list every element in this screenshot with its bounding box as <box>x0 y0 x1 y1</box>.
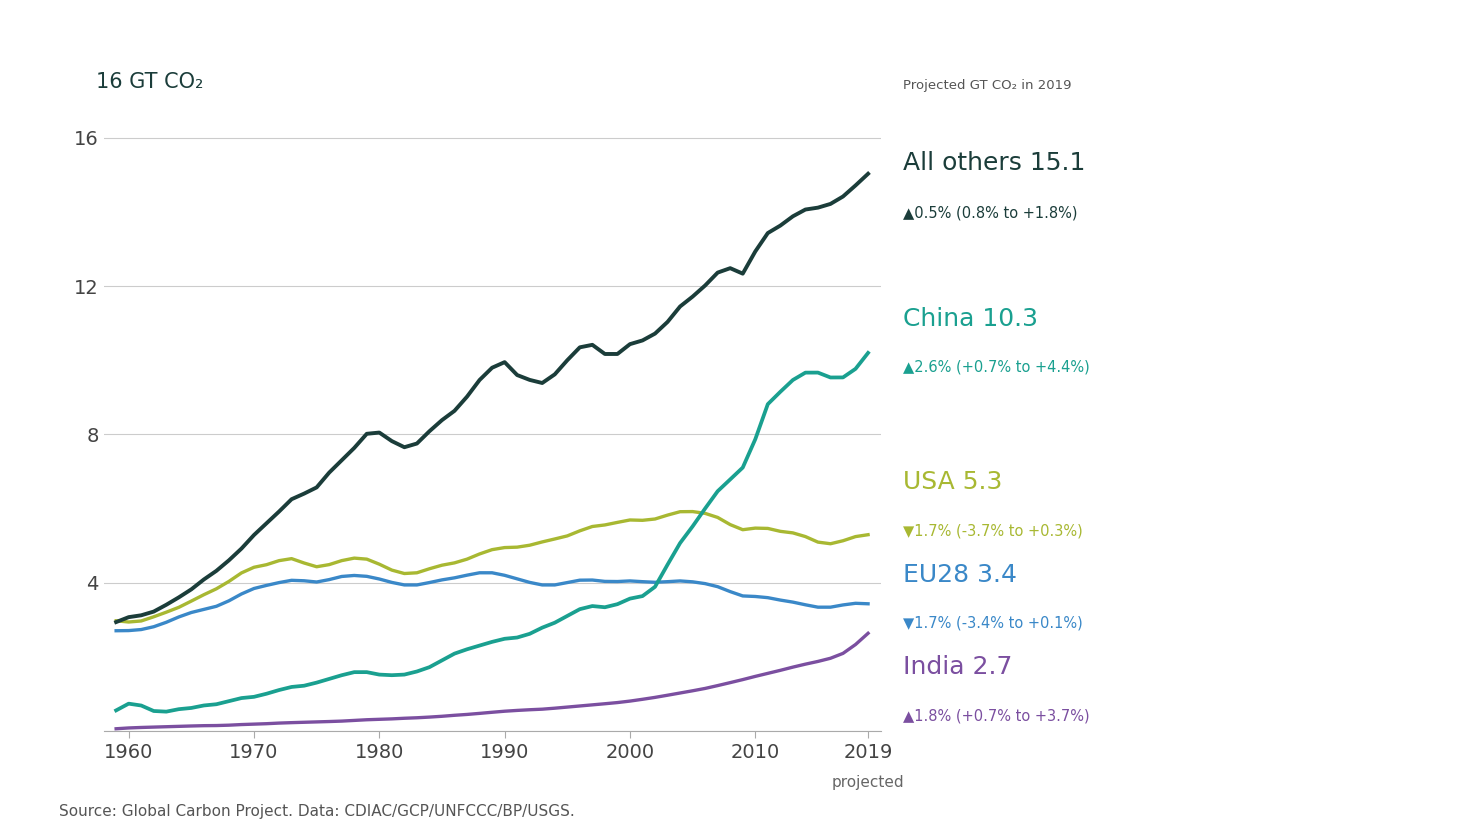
Text: EU28 3.4: EU28 3.4 <box>903 563 1017 587</box>
Text: All others 15.1: All others 15.1 <box>903 151 1085 176</box>
Text: 16 GT CO₂: 16 GT CO₂ <box>96 72 204 92</box>
Text: ▼1.7% (-3.7% to +0.3%): ▼1.7% (-3.7% to +0.3%) <box>903 523 1082 538</box>
Text: Projected GT CO₂ in 2019: Projected GT CO₂ in 2019 <box>903 80 1072 92</box>
Text: China 10.3: China 10.3 <box>903 307 1037 331</box>
Text: USA 5.3: USA 5.3 <box>903 470 1002 495</box>
Text: ▲1.8% (+0.7% to +3.7%): ▲1.8% (+0.7% to +3.7%) <box>903 708 1089 723</box>
Text: India 2.7: India 2.7 <box>903 655 1012 680</box>
Text: ▼1.7% (-3.4% to +0.1%): ▼1.7% (-3.4% to +0.1%) <box>903 616 1082 631</box>
Text: ▲2.6% (+0.7% to +4.4%): ▲2.6% (+0.7% to +4.4%) <box>903 360 1089 375</box>
Text: projected: projected <box>832 775 904 790</box>
Text: Source: Global Carbon Project. Data: CDIAC/GCP/UNFCCC/BP/USGS.: Source: Global Carbon Project. Data: CDI… <box>59 804 574 819</box>
Text: ▲0.5% (0.8% to +1.8%): ▲0.5% (0.8% to +1.8%) <box>903 206 1077 221</box>
